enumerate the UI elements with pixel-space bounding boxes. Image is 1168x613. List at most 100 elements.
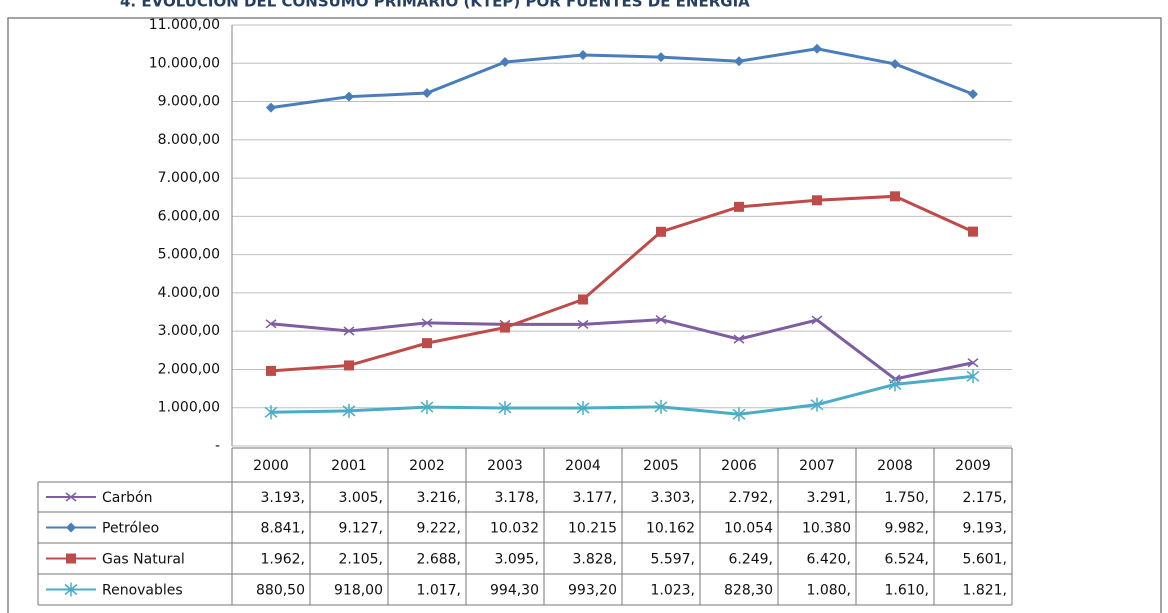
table-value: 3.291, [806,490,851,506]
marker [734,56,744,67]
y-tick-label: 3.000,00 [158,323,220,339]
marker [655,314,667,325]
marker [656,52,666,63]
table-value: 3.177, [572,490,617,506]
y-tick-label: 5.000,00 [158,247,220,263]
marker [810,397,824,412]
marker [500,322,510,333]
table-value: 2.175, [962,490,1007,506]
marker [265,319,277,329]
marker [342,403,356,418]
table-value: 9.193, [962,521,1007,537]
marker [66,553,76,564]
table-value: 9.222, [416,521,461,537]
table-value: 6.524, [884,552,929,568]
legend-label: Renovables [102,583,183,599]
marker [422,88,432,99]
marker [576,400,590,415]
y-tick-label: 11.000,00 [149,17,220,33]
marker [344,360,354,371]
marker [420,400,434,415]
table-value: 6.249, [728,552,773,568]
table-value: 994,30 [490,583,539,599]
marker [64,582,78,597]
x-tick-label: 2008 [877,458,913,474]
y-tick-label: 4.000,00 [158,285,220,301]
table-value: 3.303, [650,490,695,506]
marker [734,201,744,212]
marker [578,50,588,61]
x-tick-label: 2007 [799,458,835,474]
chart-title: 4. EVOLUCIÓN DEL CONSUMO PRIMARIO (KTEP)… [120,0,750,11]
marker [812,43,822,54]
x-tick-label: 2005 [643,458,679,474]
table-value: 10.162 [646,521,695,537]
marker [811,315,823,325]
marker [421,318,433,328]
marker [654,399,668,414]
chart-frame [7,17,1162,613]
table-value: 1.080, [806,583,851,599]
marker [344,91,354,102]
marker [498,400,512,415]
legend-label: Gas Natural [102,552,185,568]
table-value: 828,30 [724,583,773,599]
y-tick-label: 10.000,00 [149,55,220,71]
y-tick-label: 1.000,00 [158,400,220,416]
y-tick-label: - [215,438,220,454]
table-value: 3.216, [416,490,461,506]
marker [266,365,276,376]
x-tick-label: 2000 [253,458,289,474]
table-value: 10.054 [724,521,773,537]
table-value: 3.095, [494,552,539,568]
y-tick-label: 2.000,00 [158,361,220,377]
marker [968,89,978,100]
marker [732,407,746,422]
series-line [270,47,974,110]
marker [890,58,900,69]
marker [967,358,979,368]
x-tick-label: 2006 [721,458,757,474]
marker [266,102,276,113]
y-tick-label: 9.000,00 [158,94,220,110]
marker [733,334,745,344]
x-tick-label: 2002 [409,458,445,474]
marker [65,492,77,502]
marker [577,319,589,329]
marker [66,522,76,533]
table-value: 5.597, [650,552,695,568]
y-tick-label: 7.000,00 [158,170,220,186]
marker [966,369,980,384]
series-line [270,318,974,381]
marker [968,226,978,237]
table-value: 3.005, [338,490,383,506]
x-tick-label: 2001 [331,458,367,474]
x-tick-label: 2003 [487,458,523,474]
marker [656,226,666,237]
marker [422,338,432,349]
table-value: 918,00 [334,583,383,599]
marker [578,294,588,305]
table-value: 10.032 [490,521,539,537]
table-value: 1.610, [884,583,929,599]
table-value: 1.821, [962,583,1007,599]
legend-label: Carbón [102,490,152,506]
table-value: 2.688, [416,552,461,568]
table-value: 3.193, [260,490,305,506]
table-value: 3.178, [494,490,539,506]
marker [264,405,278,420]
marker [890,191,900,202]
table-value: 8.841, [260,521,305,537]
y-tick-label: 6.000,00 [158,208,220,224]
series-line [270,194,974,373]
table-value: 10.215 [568,521,617,537]
table-value: 2.792, [728,490,773,506]
table-value: 9.982, [884,521,929,537]
marker [500,57,510,68]
marker [343,326,355,336]
table-value: 1.750, [884,490,929,506]
table-value: 1.962, [260,552,305,568]
table-value: 9.127, [338,521,383,537]
table-value: 1.023, [650,583,695,599]
